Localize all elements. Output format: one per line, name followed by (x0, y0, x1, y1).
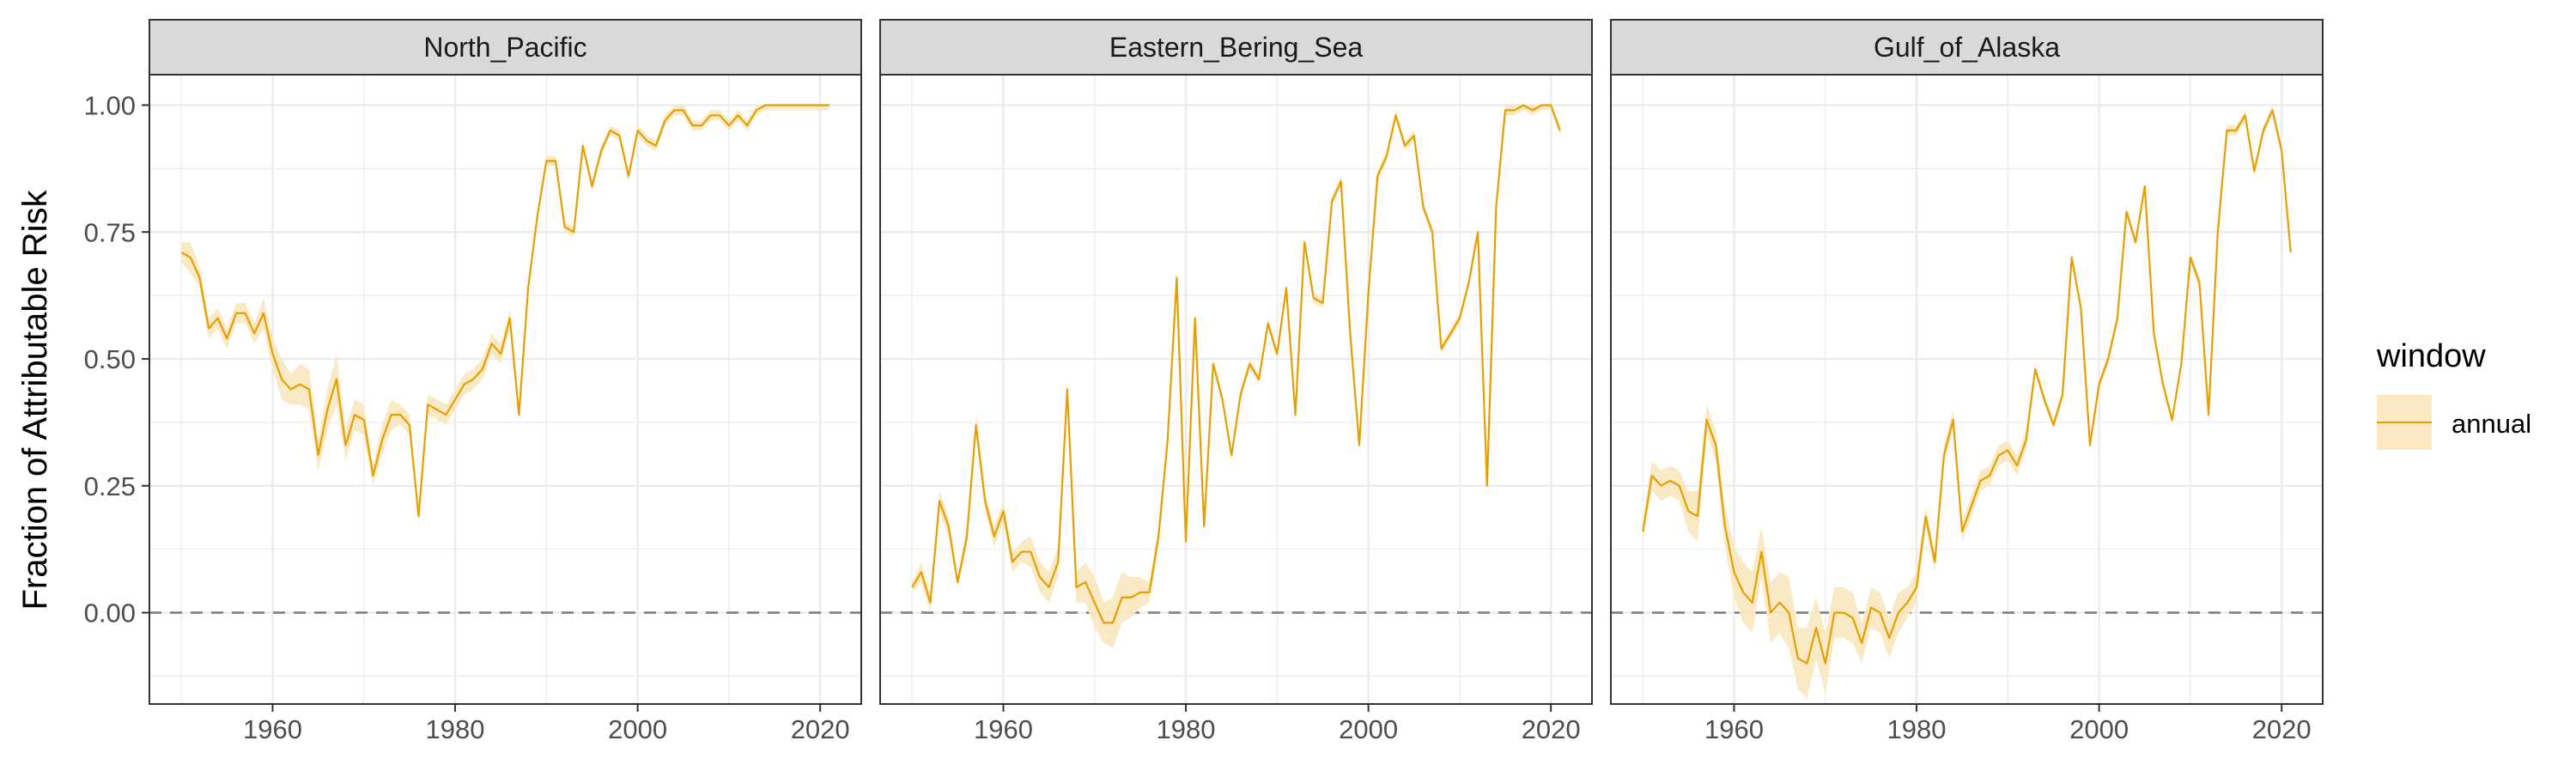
panel-background (1611, 75, 2323, 704)
panel-gulf-of-alaska: Gulf_of_Alaska 1960 1980 2000 2020 (1610, 19, 2324, 744)
series-line-annual (180, 104, 829, 518)
y-tick-label: 0.75 (84, 217, 136, 247)
y-tick-label: 1.00 (84, 90, 136, 120)
facet-strip-title: North_Pacific (423, 32, 586, 63)
panel-border (149, 74, 862, 705)
panel-background (149, 75, 861, 704)
x-tick-label: 1980 (1157, 714, 1216, 744)
facet-strip-title: Gulf_of_Alaska (1874, 32, 2060, 63)
panel-north-pacific: North_Pacific 1960 1980 2000 2020 0.00 0.25 0.5… (84, 19, 862, 744)
panel-border (879, 74, 1593, 705)
panel-border (1610, 74, 2324, 705)
facet-strip (879, 19, 1593, 76)
uncertainty-ribbon (181, 105, 829, 522)
x-tick-label: 2020 (1522, 714, 1581, 744)
panel-background (880, 75, 1592, 704)
x-tick-label: 1980 (426, 714, 485, 744)
series-line-annual (911, 104, 1561, 624)
x-tick-label: 1960 (974, 714, 1033, 744)
x-tick-label: 2020 (2252, 714, 2312, 744)
panel-eastern-bering-sea: Eastern_Bering_Sea 1960 1980 2000 2020 (879, 19, 1593, 744)
x-tick-label: 1960 (243, 714, 302, 744)
x-tick-label: 2000 (2069, 714, 2129, 744)
y-axis-label: Fraction of Attributable Risk (16, 189, 54, 610)
legend-title: window (2376, 338, 2486, 374)
series-line-annual (1642, 109, 2292, 665)
x-tick-label: 1960 (1704, 714, 1764, 744)
facet-strip (149, 19, 862, 76)
x-tick-label: 2000 (1339, 714, 1398, 744)
x-tick-label: 1980 (1887, 714, 1947, 744)
y-tick-label: 0.25 (84, 471, 136, 501)
y-tick-label: 0.00 (84, 598, 136, 628)
facet-strip-title: Eastern_Bering_Sea (1109, 32, 1364, 63)
legend-label-annual: annual (2451, 409, 2531, 439)
x-tick-label: 2020 (791, 714, 850, 744)
y-tick-label: 0.50 (84, 344, 136, 374)
legend: window annual (2376, 338, 2531, 450)
x-tick-label: 2000 (608, 714, 667, 744)
facet-strip (1610, 19, 2324, 76)
